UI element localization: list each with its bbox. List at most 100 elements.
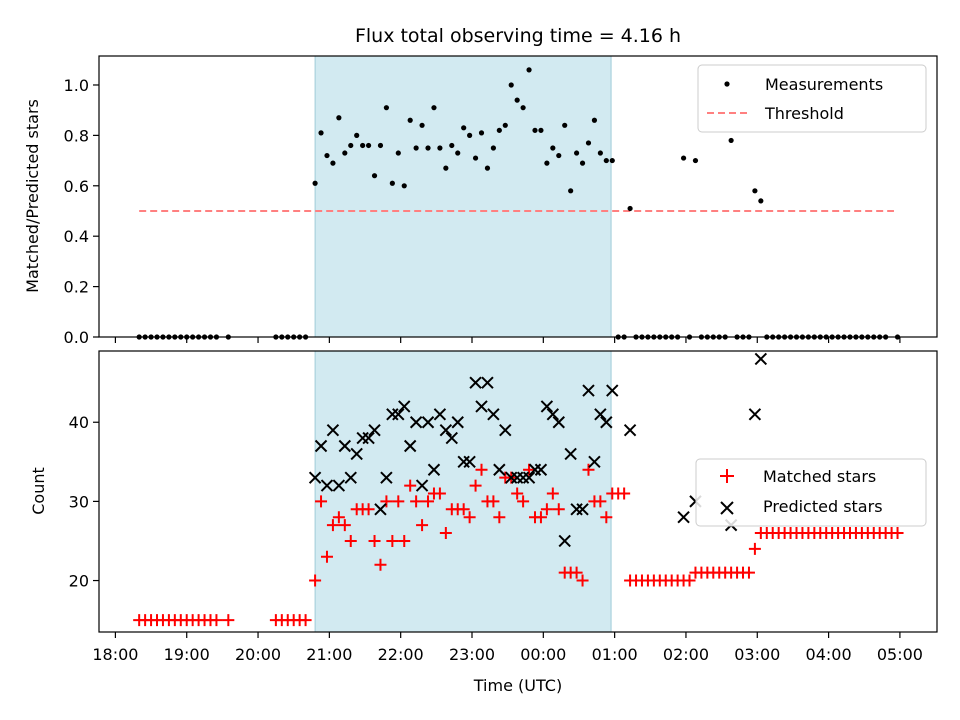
count-y-tick-label: 30 [69, 492, 89, 511]
count-x-tick-label: 02:00 [663, 645, 709, 664]
measurement-point [419, 122, 425, 128]
legend-threshold-label: Threshold [764, 104, 844, 123]
ratio-y-tick-label: 0.6 [64, 177, 89, 196]
matched-star-point [594, 495, 607, 508]
measurement-point [371, 173, 378, 179]
matched-star-point [463, 511, 476, 524]
predicted-star-point [522, 471, 536, 484]
measurement-point [585, 140, 592, 146]
matched-star-point [475, 463, 488, 476]
measurement-point [401, 183, 407, 189]
predicted-star-point [582, 384, 595, 397]
legend-measurements-label: Measurements [765, 75, 883, 94]
predicted-star-point [487, 408, 500, 421]
measurement-point [365, 142, 372, 149]
count-x-tick-label: 23:00 [449, 645, 495, 664]
measurement-point [318, 130, 324, 136]
predicted-star-point [398, 400, 411, 413]
predicted-star-point [588, 455, 601, 469]
predicted-star-point [439, 423, 453, 437]
matched-star-point [487, 495, 500, 508]
measurement-point [556, 152, 562, 159]
legend-predicted-label: Predicted stars [763, 497, 883, 516]
legend-matched-label: Matched stars [763, 467, 876, 486]
predicted-star-point [421, 416, 435, 429]
matched-star-point [439, 527, 452, 540]
predicted-star-point [392, 408, 405, 421]
predicted-star-point [374, 503, 387, 516]
count-x-tick-label: 22:00 [378, 645, 424, 664]
measurement-point [377, 142, 384, 149]
ratio-y-axis-label: Matched/Predicted stars [23, 99, 42, 293]
measurement-point [354, 132, 360, 138]
measurement-point [342, 150, 348, 156]
measurement-point [484, 165, 491, 171]
measurement-point [407, 117, 413, 123]
measurement-point [443, 165, 449, 171]
predicted-star-point [677, 511, 690, 524]
ratio-legend-box [697, 64, 927, 133]
ratio-axes-frame [98, 55, 938, 338]
matched-star-point [299, 614, 312, 627]
matched-star-point [404, 479, 417, 492]
matched-star-point [523, 463, 536, 476]
matched-star-point [570, 566, 583, 579]
count-x-tick-label: 03:00 [734, 645, 780, 664]
observing-window-band-lower [314, 350, 612, 633]
predicted-star-point [445, 431, 458, 445]
measurement-point [508, 82, 514, 88]
count-x-tick-label: 19:00 [164, 645, 210, 664]
matched-star-point [362, 503, 375, 516]
matched-star-point [338, 519, 351, 532]
measurement-point [431, 105, 437, 111]
matched-star-point [493, 511, 506, 524]
predicted-star-point [409, 416, 423, 429]
count-x-tick-label: 00:00 [520, 645, 566, 664]
measurement-point [591, 117, 598, 123]
measurement-point [425, 145, 431, 151]
count-y-axis-label: Count [29, 467, 48, 515]
measurement-point [692, 157, 699, 164]
count-x-tick-label: 21:00 [306, 645, 352, 664]
predicted-star-point [748, 408, 762, 421]
legend-matched-marker [720, 469, 734, 483]
count-panel: 20 30 40 18:00 19:00 20:00 21:00 22:00 23:00 00:0… [29, 350, 938, 695]
x-axis-label: Time (UTC) [473, 676, 562, 695]
chart-title: Flux total observing time = 4.16 h [355, 25, 681, 47]
measurement-point [514, 97, 520, 103]
measurement-point [461, 125, 467, 131]
predicted-star-point [326, 423, 340, 437]
count-y-tick-label: 20 [69, 572, 89, 591]
measurement-point [597, 150, 603, 156]
count-legend: Matched stars Predicted stars [695, 458, 927, 527]
predicted-star-point [427, 463, 441, 476]
matched-star-point [433, 487, 446, 500]
count-series-layer [133, 352, 904, 627]
predicted-star-point [475, 400, 488, 413]
count-x-tick-label: 05:00 [877, 645, 923, 664]
measurement-point [752, 188, 758, 194]
count-y-tick-label: 40 [69, 413, 89, 432]
predicted-star-point [344, 471, 357, 484]
observing-window-shade-lower [314, 350, 612, 633]
matched-star-point [469, 479, 482, 492]
measurement-point [680, 155, 687, 161]
measurement-point [472, 155, 479, 161]
measurement-point [360, 142, 366, 149]
predicted-star-point [534, 463, 548, 476]
measurement-point [395, 150, 401, 156]
measurement-point [413, 145, 419, 151]
predicted-star-point [754, 352, 768, 366]
matched-star-point [552, 503, 565, 516]
measurement-point [330, 160, 336, 166]
matched-star-point [315, 495, 328, 508]
ratio-y-tick-label: 0.4 [64, 227, 89, 246]
matched-star-point [576, 574, 589, 587]
measurement-point [502, 122, 508, 128]
predicted-star-point [415, 479, 429, 492]
ratio-legend: Measurements Threshold [697, 64, 927, 133]
predicted-star-point [481, 376, 494, 389]
matched-star-point [309, 574, 322, 587]
predicted-star-point [362, 431, 375, 445]
measurement-point [627, 205, 633, 212]
